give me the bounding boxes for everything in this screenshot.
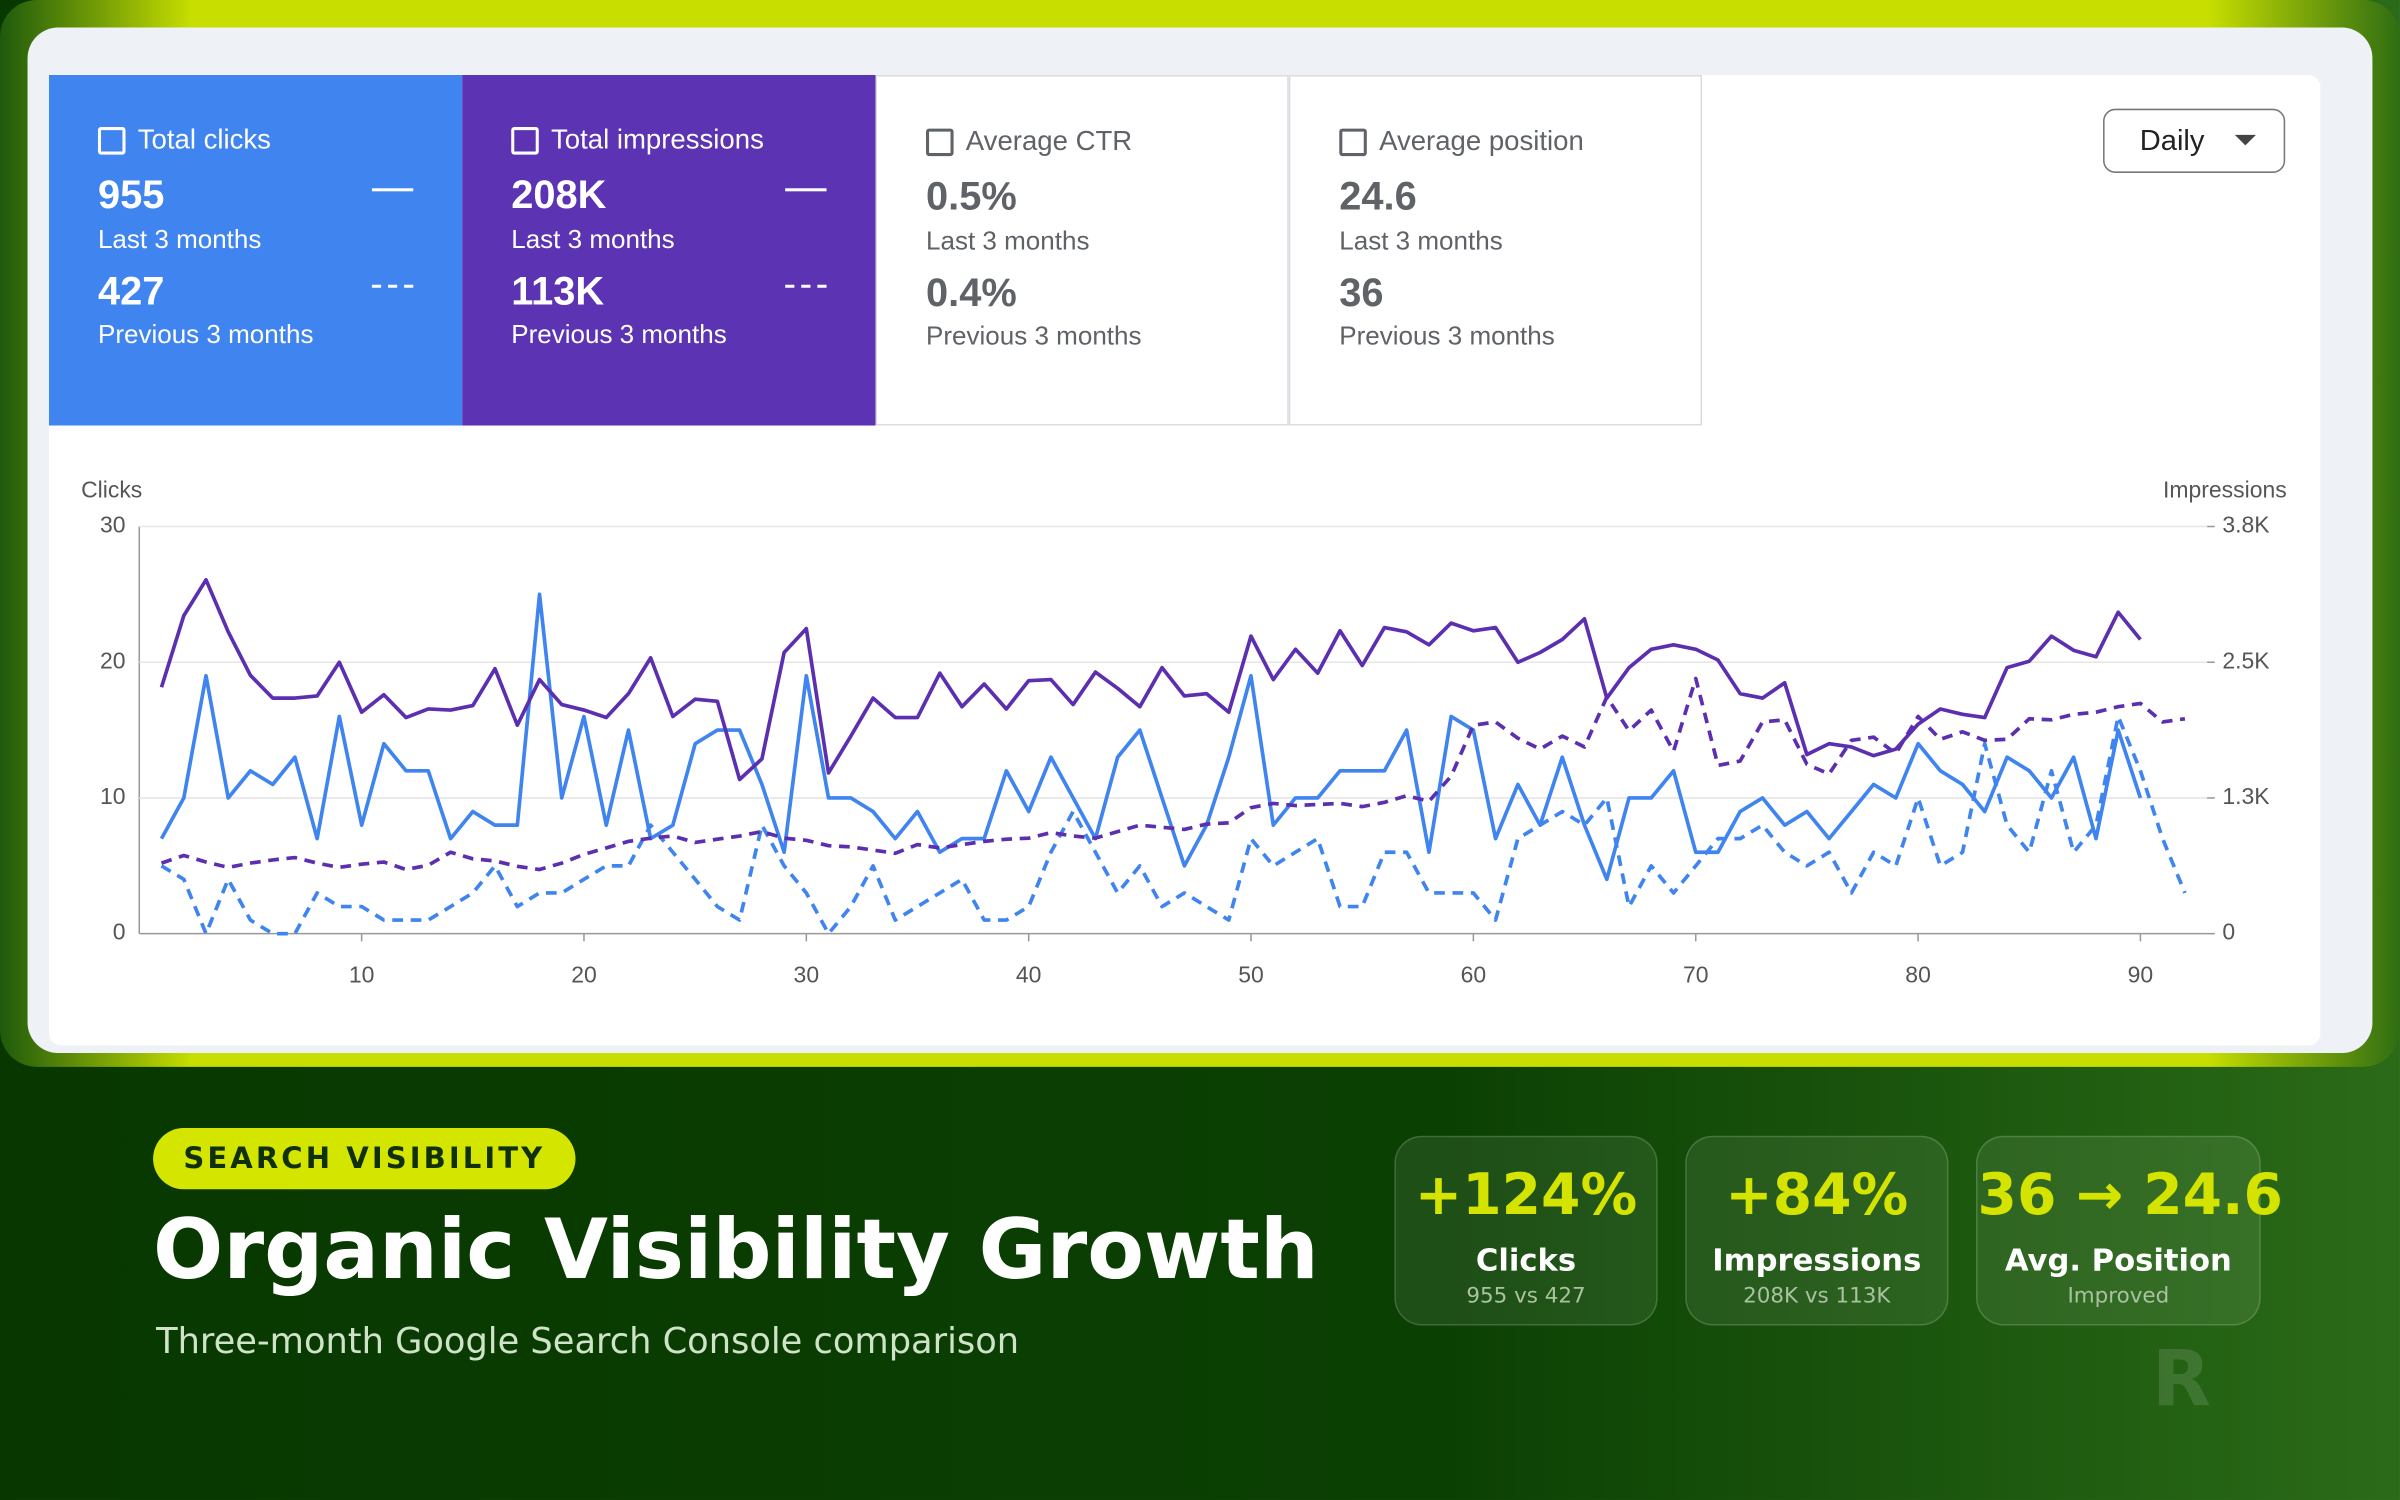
period-dropdown[interactable]: Daily <box>2103 108 2286 173</box>
y2-tick-label: 2.5K <box>2222 647 2270 673</box>
metric-current: 208K <box>511 171 607 218</box>
metric-period: Last 3 months <box>926 226 1090 256</box>
checkbox <box>97 127 126 155</box>
banner-title: Organic Visibility Growth <box>153 1201 1319 1298</box>
metric-period: Previous 3 months <box>1339 321 1555 351</box>
series-line <box>159 592 2143 882</box>
checkbox <box>511 127 539 155</box>
y2-tick-label: 3.8K <box>2222 512 2270 538</box>
watermark: R <box>2152 1334 2211 1424</box>
metric-previous: 113K <box>511 267 605 314</box>
period-selector: Daily <box>2139 125 2205 158</box>
legend-solid <box>371 188 414 192</box>
x-tick-label: 40 <box>1016 962 1042 988</box>
x-tick-label: 80 <box>1905 962 1931 988</box>
metric-previous: 427 <box>97 267 165 314</box>
metric-previous: 36 <box>1339 269 1384 316</box>
metric-card[interactable]: Total impressions 208K Last 3 months 113K Pr… <box>462 74 876 426</box>
stat-detail: Improved <box>2067 1284 2170 1309</box>
stat-value: 36 → 24.6 <box>1977 1161 2283 1228</box>
stat-card: +84% Impressions 208K vs 113K <box>1685 1135 1949 1326</box>
series-line <box>160 676 2186 872</box>
banner-subtitle: Three-month Google Search Console compar… <box>156 1322 1020 1363</box>
metric-label: Average CTR <box>965 125 1133 157</box>
checkbox <box>926 128 954 157</box>
x-tick-label: 10 <box>349 962 375 988</box>
stat-value: +84% <box>1725 1161 1909 1228</box>
metric-label: Total clicks <box>137 123 271 155</box>
series-line <box>160 714 2187 936</box>
dropdown-arrow <box>2234 134 2257 146</box>
metric-period: Last 3 months <box>1339 226 1503 256</box>
metric-current: 24.6 <box>1339 172 1417 219</box>
badge: SEARCH VISIBILITY <box>153 1128 576 1190</box>
y-tick-label: 20 <box>100 647 126 673</box>
metric-previous: 0.4% <box>926 269 1017 316</box>
y-tick-label: 30 <box>100 512 126 538</box>
metric-period: Previous 3 months <box>97 319 314 349</box>
checkbox <box>1339 128 1367 157</box>
x-tick-label: 60 <box>1461 962 1487 988</box>
metric-label: Total impressions <box>551 123 764 155</box>
stat-card: 36 → 24.6 Avg. Position Improved <box>1976 1135 2283 1326</box>
legend-dashed <box>371 284 414 288</box>
x-tick-label: 30 <box>794 962 820 988</box>
y-tick-label: 0 <box>113 919 126 945</box>
stat-label: Avg. Position <box>2004 1241 2232 1279</box>
y-tick-label: 10 <box>100 783 126 809</box>
metric-card[interactable]: Average CTR 0.5% Last 3 months 0.4% Previous… <box>875 74 1289 426</box>
metric-period: Previous 3 months <box>511 319 727 349</box>
legend-dashed <box>785 284 827 288</box>
chart: Clicks Impressions 0 10 20 30 0 1.3K 2.5K 3.8K 1… <box>81 476 2287 988</box>
stat-detail: 955 vs 427 <box>1466 1284 1586 1309</box>
metric-period: Last 3 months <box>511 224 675 255</box>
metric-current: 0.5% <box>926 172 1017 219</box>
x-tick-label: 20 <box>571 962 597 988</box>
series-line <box>159 577 2142 782</box>
x-tick-label: 50 <box>1238 962 1264 988</box>
metric-period: Last 3 months <box>97 224 262 255</box>
metric-label: Average position <box>1379 125 1584 157</box>
stat-label: Clicks <box>1475 1241 1577 1279</box>
stat-value: +124% <box>1414 1161 1638 1228</box>
y2-tick-label: 1.3K <box>2222 783 2270 809</box>
x-tick-label: 90 <box>2128 962 2154 988</box>
y2-tick-label: 0 <box>2222 919 2235 945</box>
metric-card[interactable]: Total clicks 955 Last 3 months 427 Previous … <box>48 74 463 426</box>
x-tick-label: 70 <box>1683 962 1709 988</box>
y2-axis-title: Impressions <box>2163 476 2287 502</box>
y-axis-title: Clicks <box>81 476 142 502</box>
metric-period: Previous 3 months <box>926 321 1142 351</box>
metric-current: 955 <box>97 171 165 218</box>
stat-card: +124% Clicks 955 vs 427 <box>1394 1135 1658 1326</box>
metric-card[interactable]: Average position 24.6 Last 3 months 36 Previ… <box>1288 74 1703 426</box>
stat-label: Impressions <box>1712 1241 1922 1279</box>
legend-solid <box>785 188 827 192</box>
stat-detail: 208K vs 113K <box>1743 1284 1891 1309</box>
